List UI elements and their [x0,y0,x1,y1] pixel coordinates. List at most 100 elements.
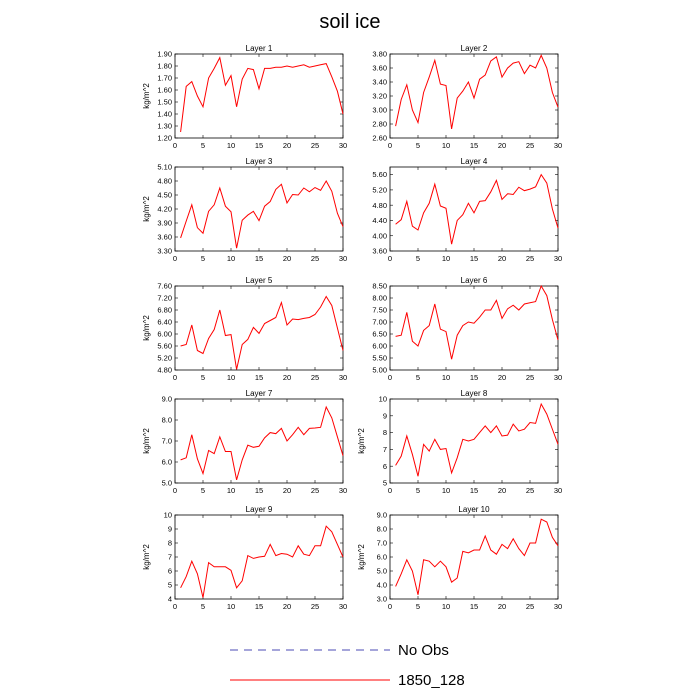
x-tick-label: 5 [201,486,205,495]
y-tick-label: 5.60 [372,170,387,179]
y-tick-label: 3.20 [372,92,387,101]
x-tick-label: 5 [416,141,420,150]
y-tick-label: 9.0 [377,511,387,520]
x-tick-label: 15 [470,254,478,263]
x-tick-label: 20 [498,373,506,382]
x-tick-label: 25 [311,602,319,611]
y-tick-label: 7.0 [377,539,387,548]
y-tick-label: 7.20 [157,294,172,303]
x-tick-label: 15 [255,254,263,263]
x-tick-label: 20 [498,602,506,611]
panel-title: Layer 2 [461,44,488,53]
y-tick-label: 2.80 [372,120,387,129]
y-tick-label: 3.30 [157,247,172,256]
y-tick-label: 1.30 [157,122,172,131]
y-tick-label: 5 [168,581,172,590]
x-tick-label: 0 [388,602,392,611]
y-tick-label: 8 [383,428,387,437]
x-tick-label: 5 [416,486,420,495]
plot-frame [389,166,559,252]
x-tick-label: 0 [173,141,177,150]
y-tick-label: 1.80 [157,62,172,71]
panel-layer-3: Layer 3 0 5 10 15 20 25 30 3.30 3.60 3.90 4.20 4.50 4… [142,157,347,263]
y-tick-label: 3.00 [372,106,387,115]
x-tick-label: 30 [339,141,347,150]
panel-title: Layer 5 [246,276,273,285]
y-tick-label: 5.20 [157,354,172,363]
series-line-1850-128 [180,525,344,598]
y-tick-label: 4.20 [157,205,172,214]
y-tick-label: 6.0 [162,458,172,467]
series-line-1850-128 [180,405,344,480]
y-tick-label: 8 [168,539,172,548]
plot-frame [174,166,344,252]
series-line-1850-128 [395,518,559,595]
y-tick-label: 10 [164,511,172,520]
y-tick-label: 7 [168,553,172,562]
series-line-1850-128 [180,295,344,370]
series-line-1850-128 [395,173,559,245]
x-tick-label: 30 [554,602,562,611]
y-tick-label: 3.80 [372,50,387,59]
x-tick-label: 20 [283,486,291,495]
x-tick-label: 0 [173,373,177,382]
x-tick-label: 15 [470,141,478,150]
x-tick-label: 20 [498,486,506,495]
x-tick-label: 5 [201,373,205,382]
panel-title: Layer 8 [461,389,488,398]
y-tick-label: 5.00 [372,366,387,375]
panel-title: Layer 6 [461,276,488,285]
series-line-1850-128 [395,54,559,129]
x-tick-label: 0 [388,373,392,382]
x-tick-label: 15 [470,602,478,611]
x-tick-label: 0 [388,486,392,495]
x-tick-label: 20 [498,254,506,263]
y-tick-label: 3.60 [157,233,172,242]
x-tick-label: 15 [255,486,263,495]
y-tick-label: 4.40 [372,216,387,225]
x-tick-label: 25 [311,373,319,382]
x-tick-label: 25 [526,602,534,611]
panel-layer-6: Layer 6 0 5 10 15 20 25 30 5.00 5.50 6.00 6.50 7.00 7… [372,276,562,382]
y-tick-label: 6.00 [372,342,387,351]
y-tick-label: 1.40 [157,110,172,119]
y-tick-label: 7.50 [372,306,387,315]
x-tick-label: 25 [526,141,534,150]
x-tick-label: 25 [526,486,534,495]
figure-title: soil ice [319,11,380,33]
y-tick-label: 9 [168,525,172,534]
y-tick-label: 7.00 [372,318,387,327]
y-tick-label: 1.90 [157,50,172,59]
y-axis-label: kg/m^2 [357,428,366,454]
x-tick-label: 15 [255,373,263,382]
legend-label-no-obs: No Obs [398,642,449,659]
panel-layer-10: Layer 10 0 5 10 15 20 25 30 3.0 4.0 5.0 6.0 7.0 8.0 9.… [357,505,562,611]
x-tick-label: 15 [255,602,263,611]
x-tick-label: 10 [442,373,450,382]
y-axis-label: kg/m^2 [142,196,151,222]
x-tick-label: 10 [442,486,450,495]
x-tick-label: 0 [173,254,177,263]
y-axis-label: kg/m^2 [142,544,151,570]
y-tick-label: 1.50 [157,98,172,107]
panel-title: Layer 3 [246,157,273,166]
y-tick-label: 2.60 [372,134,387,143]
y-tick-label: 7.60 [157,282,172,291]
y-tick-label: 9.0 [162,395,172,404]
x-tick-label: 30 [554,486,562,495]
legend-label-1850-128: 1850_128 [398,672,465,689]
y-tick-label: 9 [383,411,387,420]
plot-frame [174,285,344,371]
y-tick-label: 3.40 [372,78,387,87]
plot-frame [174,398,344,484]
x-tick-label: 5 [201,254,205,263]
legend: No Obs 1850_128 [230,642,465,689]
x-tick-label: 5 [416,254,420,263]
x-tick-label: 10 [442,141,450,150]
panel-layer-7: Layer 7 0 5 10 15 20 25 30 5.0 6.0 7.0 8.0 9.0 kg/m^2 [142,389,347,495]
x-tick-label: 15 [255,141,263,150]
y-tick-label: 5.0 [377,567,387,576]
panel-title: Layer 9 [246,505,273,514]
plot-frame [389,514,559,600]
